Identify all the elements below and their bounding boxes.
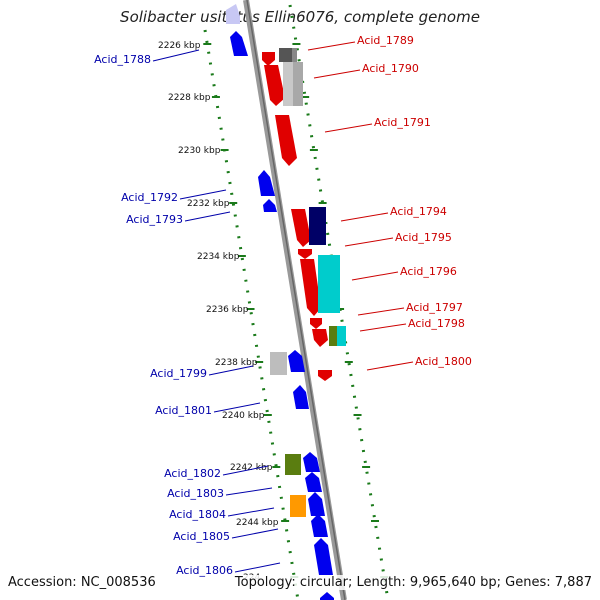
gene-box[interactable] bbox=[318, 255, 340, 313]
genome-summary-text: Topology: circular; Length: 9,965,640 bp… bbox=[232, 575, 592, 590]
gene-label[interactable]: Acid_1798 bbox=[408, 317, 465, 330]
map-title: Solibacter usitatus Ellin6076, complete … bbox=[120, 8, 480, 26]
gene-arrow[interactable] bbox=[258, 170, 275, 196]
gene-arrow[interactable] bbox=[263, 199, 277, 212]
tick-label: 2226 kbp bbox=[158, 41, 201, 51]
gene-box[interactable] bbox=[292, 48, 297, 62]
gene-label[interactable]: Acid_1797 bbox=[406, 301, 463, 314]
gene-box[interactable] bbox=[309, 207, 326, 245]
gene-arrow[interactable] bbox=[308, 492, 325, 516]
gene-arrow[interactable] bbox=[320, 592, 334, 600]
gene-box[interactable] bbox=[285, 454, 301, 475]
gene-label[interactable]: Acid_1799 bbox=[150, 367, 207, 380]
gene-box[interactable] bbox=[293, 62, 303, 106]
gene-label[interactable]: Acid_1801 bbox=[155, 404, 212, 417]
genome-backbone bbox=[243, 0, 347, 600]
right-dotted-track bbox=[288, 4, 390, 600]
accession-text: Accession: NC_008536 bbox=[8, 575, 156, 590]
gene-label[interactable]: Acid_1802 bbox=[164, 467, 221, 480]
tick-label: 2240 kbp bbox=[222, 411, 265, 421]
gene-box[interactable] bbox=[270, 352, 287, 375]
gene-arrow[interactable] bbox=[312, 329, 328, 347]
gene-arrow[interactable] bbox=[275, 115, 297, 166]
gene-box[interactable] bbox=[337, 326, 346, 346]
gene-arrow[interactable] bbox=[305, 472, 322, 492]
gene-box[interactable] bbox=[290, 495, 306, 517]
gene-arrow[interactable] bbox=[303, 452, 320, 472]
tick-label: 2236 kbp bbox=[206, 305, 249, 315]
gene-label[interactable]: Acid_1793 bbox=[126, 213, 183, 226]
gene-arrow[interactable] bbox=[262, 52, 275, 66]
gene-label[interactable]: Acid_1792 bbox=[121, 191, 178, 204]
gene-arrow[interactable] bbox=[230, 31, 248, 56]
gene-label[interactable]: Acid_1788 bbox=[94, 53, 151, 66]
gene-arrow[interactable] bbox=[310, 318, 322, 329]
gene-label[interactable]: Acid_1790 bbox=[362, 62, 419, 75]
tick-label: 2234 kbp bbox=[197, 252, 240, 262]
gene-box[interactable] bbox=[279, 48, 292, 62]
gene-arrow[interactable] bbox=[293, 385, 309, 409]
reverse-leader-lines bbox=[152, 49, 281, 573]
gene-arrow[interactable] bbox=[291, 209, 311, 247]
gene-arrow[interactable] bbox=[311, 514, 328, 537]
tick-label: 2228 kbp bbox=[168, 93, 211, 103]
gene-arrow[interactable] bbox=[264, 65, 285, 106]
gene-box[interactable] bbox=[329, 326, 337, 346]
gene-label[interactable]: Acid_1803 bbox=[167, 487, 224, 500]
tick-label: 2230 kbp bbox=[178, 146, 221, 156]
gene-label[interactable]: Acid_1795 bbox=[395, 231, 452, 244]
tick-label: 2244 kbp bbox=[236, 518, 279, 528]
gene-label[interactable]: Acid_1806 bbox=[176, 564, 233, 577]
gene-label[interactable]: Acid_1800 bbox=[415, 355, 472, 368]
tick-label: 2232 kbp bbox=[187, 199, 230, 209]
gene-arrow[interactable] bbox=[226, 4, 240, 24]
gene-arrow[interactable] bbox=[288, 350, 305, 372]
gene-label[interactable]: Acid_1796 bbox=[400, 265, 457, 278]
tick-label: 2238 kbp bbox=[215, 358, 258, 368]
gene-label[interactable]: Acid_1794 bbox=[390, 205, 447, 218]
gene-arrow[interactable] bbox=[318, 370, 332, 381]
gene-label[interactable]: Acid_1805 bbox=[173, 530, 230, 543]
tick-label: 2242 kbp bbox=[230, 463, 273, 473]
gene-arrow[interactable] bbox=[298, 249, 312, 259]
gene-label[interactable]: Acid_1804 bbox=[169, 508, 226, 521]
gene-arrow[interactable] bbox=[314, 538, 333, 575]
gene-arrow[interactable] bbox=[300, 259, 321, 316]
forward-leader-lines bbox=[307, 41, 414, 371]
gene-label[interactable]: Acid_1789 bbox=[357, 34, 414, 47]
gene-label[interactable]: Acid_1791 bbox=[374, 116, 431, 129]
